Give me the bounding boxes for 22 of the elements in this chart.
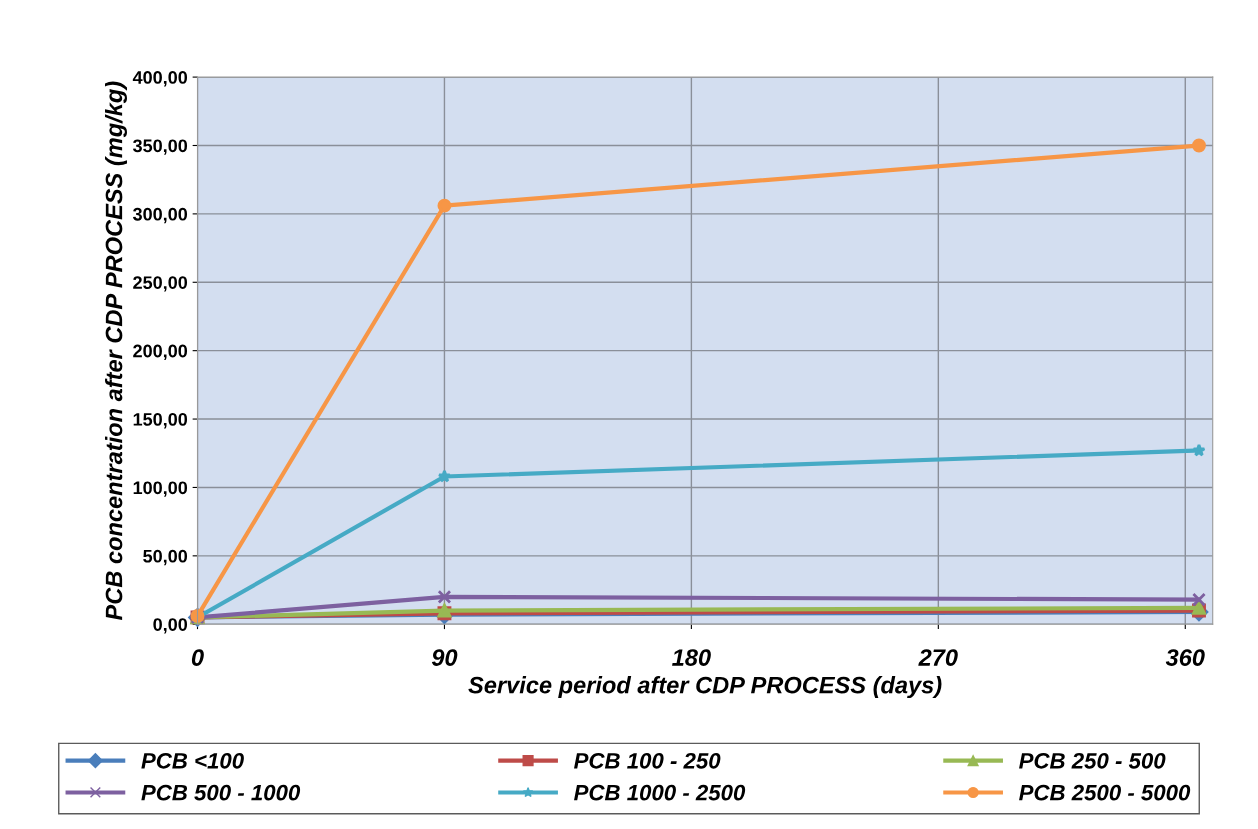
y-tick-label: 0,00 <box>153 618 188 634</box>
x-tick-label: 270 <box>918 649 958 666</box>
y-tick-label: 350,00 <box>132 139 188 155</box>
legend-label: PCB 500 - 1000 <box>141 784 301 801</box>
y-axis-title: PCB concentration after CDP PROCESS (mg/kg) <box>105 81 128 621</box>
x-tick-label: 360 <box>1165 649 1205 666</box>
y-tick-label: 150,00 <box>133 412 188 429</box>
y-tick-label: 250,00 <box>133 276 188 292</box>
x-tick-label: 180 <box>672 649 711 666</box>
y-tick-label: 300,00 <box>132 207 188 224</box>
x-tick-label: 90 <box>431 649 458 666</box>
y-tick-label: 200,00 <box>133 344 188 361</box>
x-tick-label: 0 <box>191 649 204 666</box>
y-tick-label: 50,00 <box>143 549 188 566</box>
x-axis-title: Service period after CDP PROCESS (days) <box>468 676 942 699</box>
y-tick-label: 100,00 <box>133 481 188 497</box>
legend-label: PCB <100 <box>141 752 244 769</box>
legend-label: PCB 2500 - 5000 <box>1019 784 1191 801</box>
y-tick-label: 400,00 <box>132 71 188 87</box>
legend-label: PCB 100 - 250 <box>574 752 721 769</box>
legend-label: PCB 250 - 500 <box>1019 752 1166 769</box>
legend-label: PCB 1000 - 2500 <box>574 784 746 801</box>
